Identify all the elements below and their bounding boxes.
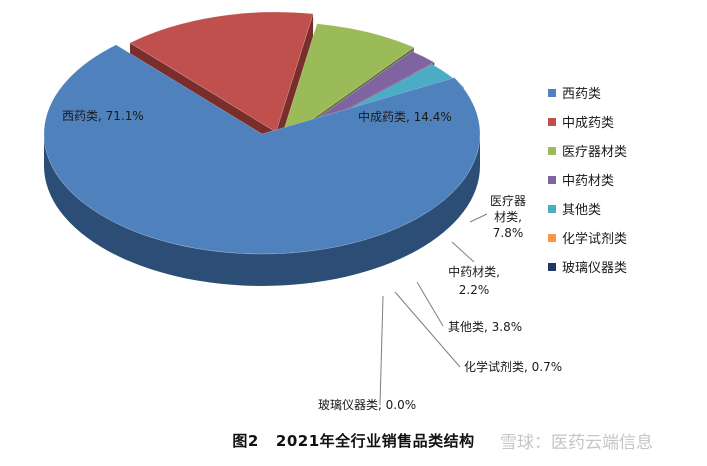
leader-line	[379, 295, 384, 406]
legend-swatch	[548, 176, 556, 184]
legend-item-中成药类: 中成药类	[548, 116, 614, 131]
slice-top	[279, 23, 415, 143]
data-label-中成药类: 中成药类, 14.4%	[358, 109, 452, 124]
legend-label: 中成药类	[562, 116, 614, 131]
leader-line	[394, 291, 461, 368]
leader-line	[451, 241, 475, 263]
legend-label: 中药材类	[562, 174, 614, 189]
figure-caption: 图2 2021年全行业销售品类结构	[0, 430, 707, 451]
slice-西药类	[43, 44, 481, 286]
legend-item-医疗器材类: 医疗器材类	[548, 145, 627, 160]
legend-item-西药类: 西药类	[548, 87, 601, 102]
data-label-中药材类: 中药材类, 2.2%	[448, 264, 500, 297]
legend-label: 其他类	[562, 203, 601, 218]
data-label-西药类: 西药类, 71.1%	[62, 109, 144, 123]
legend-label: 医疗器材类	[562, 145, 627, 160]
slice-side	[44, 134, 480, 286]
legend-swatch	[548, 205, 556, 213]
legend-swatch	[548, 147, 556, 155]
legend-item-玻璃仪器类: 玻璃仪器类	[548, 261, 627, 276]
data-label-其他类: 其他类, 3.8%	[448, 320, 522, 334]
legend-item-中药材类: 中药材类	[548, 174, 614, 189]
slice-top	[43, 44, 481, 255]
data-label-医疗器材类: 医疗器材类, 7.8%	[490, 194, 526, 240]
figure-title: 2021年全行业销售品类结构	[275, 432, 475, 450]
legend-item-化学试剂类: 化学试剂类	[548, 231, 627, 247]
leader-lines	[379, 213, 488, 406]
legend-swatch	[548, 263, 556, 271]
figure-number: 图2	[232, 432, 259, 450]
legend-label: 西药类	[562, 87, 601, 102]
legend-swatch	[548, 234, 556, 242]
watermark: 雪球：医药云端信息	[500, 433, 653, 453]
legend-item-其他类: 其他类	[548, 203, 601, 218]
slice-top	[129, 11, 314, 133]
legend-swatch	[548, 118, 556, 126]
legend-label: 玻璃仪器类	[562, 261, 627, 276]
data-labels: 西药类, 71.1% 中成药类, 14.4% 医疗器材类, 7.8% 中药材类, 2.2%…	[62, 109, 562, 412]
pie-slices	[43, 11, 481, 286]
data-label-化学试剂类: 化学试剂类, 0.7%	[464, 359, 562, 374]
leader-line	[469, 213, 488, 223]
data-label-玻璃仪器类: 玻璃仪器类, 0.0%	[318, 398, 416, 412]
leader-line	[416, 281, 444, 327]
legend-swatch	[548, 89, 556, 97]
legend-label: 化学试剂类	[562, 231, 627, 247]
